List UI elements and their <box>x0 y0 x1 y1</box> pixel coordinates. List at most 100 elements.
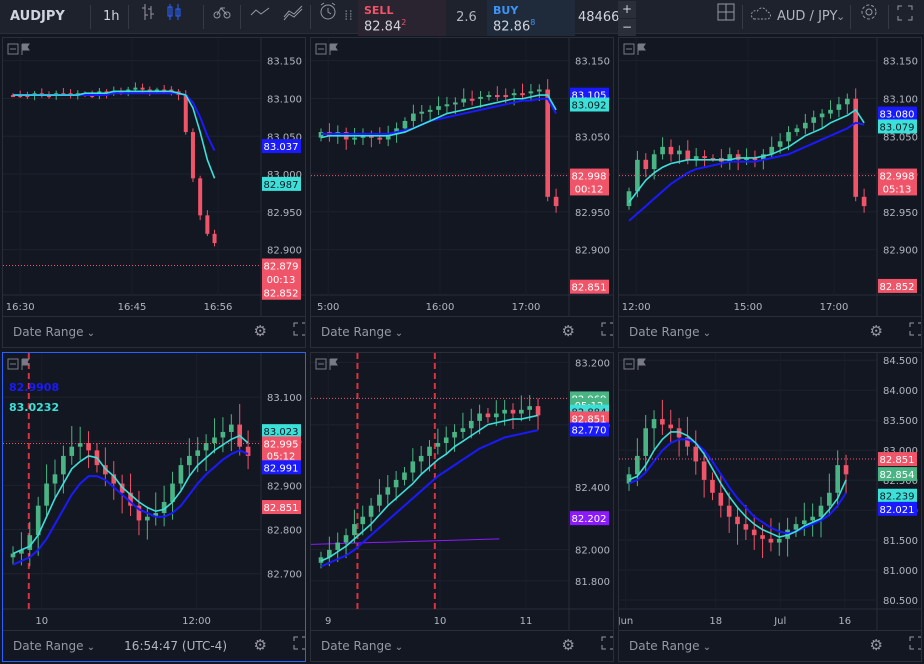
collapse-icon[interactable] <box>7 358 19 370</box>
candle-body <box>205 215 210 234</box>
candle-body <box>760 535 765 539</box>
flag-icon[interactable] <box>637 43 646 55</box>
ema-fast-line <box>12 434 249 555</box>
candle-body <box>427 446 432 456</box>
panel-controls[interactable] <box>7 357 31 371</box>
collapse-icon[interactable] <box>623 43 635 55</box>
price-badge-label: 83.105 <box>572 91 607 102</box>
collapse-icon[interactable] <box>315 43 327 55</box>
candle-body <box>245 446 251 456</box>
candle-body <box>212 437 217 444</box>
date-range-button[interactable]: Date Range ⌄ <box>321 325 404 339</box>
bar-style-icon[interactable] <box>135 0 161 33</box>
candle-body <box>635 455 640 475</box>
flag-icon[interactable] <box>637 358 646 370</box>
chart-canvas[interactable]: 84.50084.00083.50083.00082.50082.00081.5… <box>619 353 921 661</box>
chart-canvas[interactable]: 83.15083.10083.05083.00082.95082.9005:00… <box>311 38 613 347</box>
chart-canvas[interactable]: 83.10083.00082.90082.80082.7001012:0083.… <box>3 353 305 661</box>
fullscreen-icon[interactable] <box>892 0 918 33</box>
chevron-down-icon[interactable]: ⌄ <box>836 10 846 23</box>
date-range-button[interactable]: Date Range ⌄ <box>629 325 712 339</box>
panel-footer: Date Range ⌄ ⚙ <box>311 316 613 347</box>
candle-body <box>668 424 674 429</box>
settings-icon[interactable]: ⚙ <box>561 636 575 654</box>
y-axis-tick: 83.050 <box>883 132 918 143</box>
chart-panel-5[interactable]: 83.20082.80082.40082.00081.8009101182.96… <box>310 352 614 662</box>
candle-body <box>377 137 383 140</box>
collapse-icon[interactable] <box>315 358 327 370</box>
candle-body <box>327 549 332 558</box>
quantity-minus-button[interactable]: − <box>618 19 636 36</box>
area-style-icon[interactable] <box>280 0 306 33</box>
candle-body <box>643 159 649 170</box>
candle-body <box>660 146 665 155</box>
date-range-button[interactable]: Date Range ⌄ <box>629 639 712 653</box>
candle-body <box>220 431 226 438</box>
y-axis-tick: 82.900 <box>883 246 918 257</box>
flag-icon[interactable] <box>21 43 30 55</box>
chart-canvas[interactable]: 83.20082.80082.40082.00081.8009101182.96… <box>311 353 613 661</box>
date-range-button[interactable]: Date Range ⌄ <box>13 639 96 653</box>
buy-button[interactable]: BUY 82.868 <box>487 0 575 36</box>
layout-icon[interactable] <box>713 0 739 33</box>
panel-controls[interactable] <box>315 357 339 371</box>
alarm-clock-icon[interactable] <box>315 0 341 33</box>
chart-panel-6[interactable]: 84.50084.00083.50083.00082.50082.00081.5… <box>618 352 922 662</box>
interval-button[interactable]: 1h <box>103 9 120 24</box>
settings-icon[interactable]: ⚙ <box>869 636 883 654</box>
y-axis-tick: 83.150 <box>883 57 918 68</box>
sell-button[interactable]: SELL 82.842 <box>358 0 446 36</box>
candle-body <box>769 146 775 155</box>
collapse-icon[interactable] <box>623 358 635 370</box>
symbol-label[interactable]: AUDJPY <box>10 9 65 24</box>
candle-body <box>10 553 16 558</box>
candle-body <box>198 178 203 216</box>
fullscreen-path <box>909 322 921 336</box>
panel-controls[interactable] <box>623 357 647 371</box>
candle-body <box>810 516 815 521</box>
settings-icon[interactable]: ⚙ <box>253 636 267 654</box>
candle-body <box>520 93 525 96</box>
chart-panel-3[interactable]: 83.15083.10083.05083.00082.95082.90012:0… <box>618 37 922 348</box>
settings-icon[interactable]: ⚙ <box>869 322 883 340</box>
settings-icon[interactable] <box>856 0 882 33</box>
x-axis-tick: Jun <box>619 616 633 627</box>
pair-selector[interactable]: AUD / JPY <box>777 9 838 24</box>
panel-controls[interactable] <box>315 42 339 56</box>
chevron-down-icon: ⌄ <box>699 328 712 339</box>
date-range-button[interactable]: Date Range ⌄ <box>321 639 404 653</box>
y-axis-tick: 84.500 <box>883 356 918 367</box>
collapse-icon[interactable] <box>7 43 19 55</box>
settings-icon[interactable]: ⚙ <box>253 322 267 340</box>
candle-body <box>369 135 374 138</box>
line-style-icon[interactable] <box>247 0 273 33</box>
candle-style-icon[interactable] <box>161 0 187 33</box>
spread-value: 2.6 <box>446 0 487 36</box>
chart-canvas[interactable]: 83.15083.10083.05083.00082.95082.90012:0… <box>619 38 921 347</box>
y-axis-tick: 81.800 <box>575 577 610 588</box>
panel-controls[interactable] <box>623 42 647 56</box>
clock-label[interactable]: 16:54:47 (UTC-4) <box>124 639 227 653</box>
heikin-icon[interactable] <box>209 0 235 33</box>
cloud-icon[interactable] <box>747 0 773 33</box>
candle-body <box>495 95 500 98</box>
divider <box>888 5 889 29</box>
quantity-plus-button[interactable]: + <box>618 1 636 18</box>
chart-canvas[interactable]: 83.150 83.100 83.050 83.000 82.950 82.900 16:3… <box>3 38 305 347</box>
drag-handle-icon[interactable]: ⁞⁞ <box>344 8 353 24</box>
chart-panel-4[interactable]: 83.10083.00082.90082.80082.7001012:0083.… <box>2 352 306 662</box>
price-badge <box>262 139 301 154</box>
candle-body <box>52 474 58 484</box>
quantity-input[interactable]: 48466 <box>578 10 620 25</box>
chart-panel-2[interactable]: 83.15083.10083.05083.00082.95082.9005:00… <box>310 37 614 348</box>
flag-icon[interactable] <box>329 358 338 370</box>
settings-icon[interactable]: ⚙ <box>561 322 575 340</box>
flag-icon[interactable] <box>329 43 338 55</box>
candle-body <box>147 89 152 92</box>
flag-icon[interactable] <box>21 358 30 370</box>
date-range-button[interactable]: Date Range ⌄ <box>13 325 96 339</box>
chart-panel-1[interactable]: 83.150 83.100 83.050 83.000 82.950 82.900 16:3… <box>2 37 306 348</box>
panel-controls[interactable] <box>7 42 31 56</box>
divider <box>742 5 743 29</box>
candle-body <box>735 516 740 525</box>
